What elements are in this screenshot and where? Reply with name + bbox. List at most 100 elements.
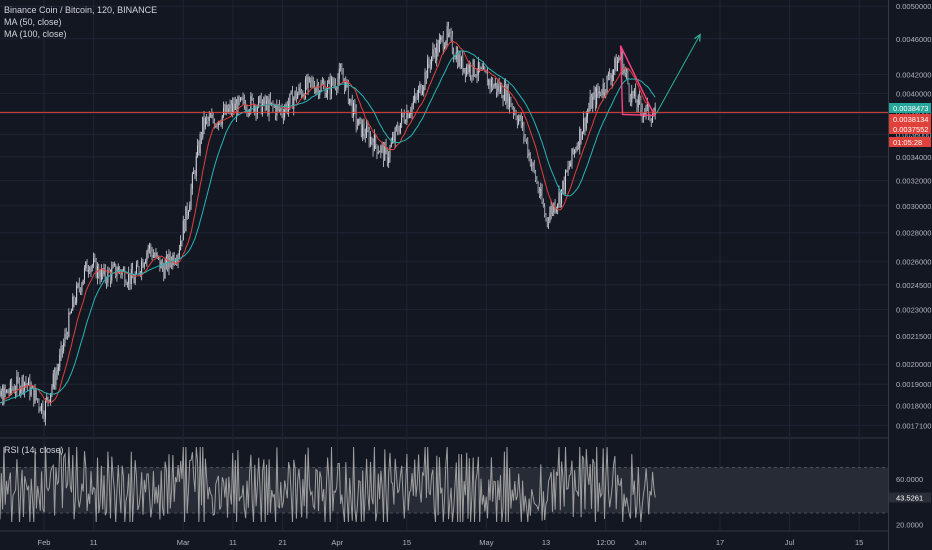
candle-body bbox=[544, 206, 546, 215]
candle-body bbox=[338, 68, 340, 79]
rsi-line bbox=[0, 446, 656, 523]
candle-body bbox=[410, 112, 412, 115]
candle-body bbox=[46, 397, 48, 401]
symbol-title[interactable]: Binance Coin / Bitcoin, 120, BINANCE bbox=[4, 5, 158, 15]
time-tick-label: Jul bbox=[785, 538, 795, 547]
candle-body bbox=[18, 379, 20, 393]
candle-body bbox=[527, 141, 529, 156]
candle-body bbox=[366, 125, 368, 138]
candle-body bbox=[381, 145, 383, 147]
candle-body bbox=[51, 386, 53, 394]
candle-body bbox=[28, 379, 30, 386]
candle-body bbox=[72, 296, 74, 311]
candle-body bbox=[488, 79, 490, 86]
candle-body bbox=[616, 61, 618, 72]
candle-body bbox=[549, 213, 551, 223]
ma100-legend[interactable]: MA (100, close) bbox=[4, 29, 67, 39]
candle-body bbox=[29, 379, 31, 396]
candle-body bbox=[431, 56, 433, 67]
candle-body bbox=[520, 115, 522, 126]
candle-body bbox=[314, 86, 316, 93]
candle-body bbox=[619, 58, 621, 60]
rsi-plot[interactable] bbox=[0, 446, 888, 523]
candle-body bbox=[546, 218, 548, 222]
candle-body bbox=[347, 81, 349, 104]
candle-body bbox=[490, 79, 492, 88]
candle-body bbox=[476, 74, 478, 77]
candle-body bbox=[267, 101, 269, 115]
candle-body bbox=[471, 75, 473, 77]
candle-body bbox=[224, 108, 226, 114]
candle-body bbox=[376, 144, 378, 154]
candle-body bbox=[395, 127, 397, 129]
candle-body bbox=[398, 131, 400, 134]
candle-body bbox=[290, 91, 292, 94]
candle-body bbox=[505, 85, 507, 103]
candle-body bbox=[54, 373, 56, 385]
candle-body bbox=[613, 69, 615, 75]
candle-body bbox=[477, 62, 479, 75]
ma50-legend[interactable]: MA (50, close) bbox=[4, 17, 62, 27]
candle-body bbox=[460, 56, 462, 68]
candle-body bbox=[418, 89, 420, 98]
candle-body bbox=[130, 268, 132, 285]
candle-body bbox=[371, 137, 373, 143]
candle-body bbox=[234, 103, 236, 110]
candle-body bbox=[512, 107, 514, 113]
candle-body bbox=[8, 392, 10, 394]
candle-body bbox=[211, 115, 213, 118]
candle-body bbox=[125, 283, 127, 285]
time-tick-label: 17 bbox=[716, 538, 724, 547]
candle-body bbox=[631, 91, 633, 103]
candle-body bbox=[184, 220, 186, 232]
price-tick-label: 0.0040000 bbox=[896, 89, 931, 98]
candle-body bbox=[34, 390, 36, 403]
candle-body bbox=[285, 104, 287, 110]
time-axis[interactable]: Feb 11 Mar 11 21 Apr 15 May 13 12:00 Jun 17 Jul 15 bbox=[38, 538, 864, 547]
candle-body bbox=[362, 124, 364, 137]
candle-body bbox=[12, 389, 14, 390]
rsi-legend[interactable]: RSI (14, close) bbox=[4, 445, 64, 455]
candle-body bbox=[74, 302, 76, 303]
candle-body bbox=[119, 267, 121, 271]
rsi-axis[interactable]: 60.0000 43.5261 20.0000 bbox=[889, 475, 931, 530]
candle-body bbox=[138, 267, 140, 273]
candle-body bbox=[147, 248, 149, 253]
candle-body bbox=[64, 333, 66, 344]
candle-body bbox=[497, 84, 499, 92]
candle-body bbox=[85, 261, 87, 269]
price-tick-label: 0.0024500 bbox=[896, 281, 931, 290]
candle-body bbox=[535, 170, 537, 181]
candle-body bbox=[492, 79, 494, 89]
candle-body bbox=[571, 148, 573, 164]
candle-body bbox=[146, 252, 148, 261]
candle-body bbox=[4, 387, 6, 392]
price-axis[interactable]: 0.0050000 0.0046000 0.0042000 0.0040000 0.00… bbox=[889, 2, 931, 430]
candle-body bbox=[57, 367, 59, 371]
candle-body bbox=[498, 84, 500, 92]
candle-body bbox=[336, 87, 338, 90]
candle-body bbox=[63, 343, 65, 351]
price-tick-label: 0.0017100 bbox=[896, 421, 931, 430]
candle-body bbox=[507, 86, 509, 108]
candle-body bbox=[263, 97, 265, 104]
candle-body bbox=[420, 84, 422, 95]
candle-body bbox=[388, 157, 390, 163]
candle-body bbox=[636, 102, 638, 108]
candle-body bbox=[333, 83, 335, 85]
candle-body bbox=[48, 400, 50, 402]
candle-body bbox=[559, 192, 561, 204]
candle-body bbox=[217, 121, 219, 126]
candle-body bbox=[581, 131, 583, 140]
candle-body bbox=[44, 400, 46, 419]
price-badge-label: 0.0038473 bbox=[893, 104, 928, 113]
candle-body bbox=[77, 283, 79, 286]
price-tick-label: 0.0023000 bbox=[896, 306, 931, 315]
candle-body bbox=[174, 261, 176, 264]
candle-body bbox=[11, 381, 13, 390]
candle-body bbox=[614, 58, 616, 70]
candle-body bbox=[425, 71, 427, 79]
candle-body bbox=[518, 118, 520, 124]
price-plot[interactable] bbox=[0, 21, 888, 426]
